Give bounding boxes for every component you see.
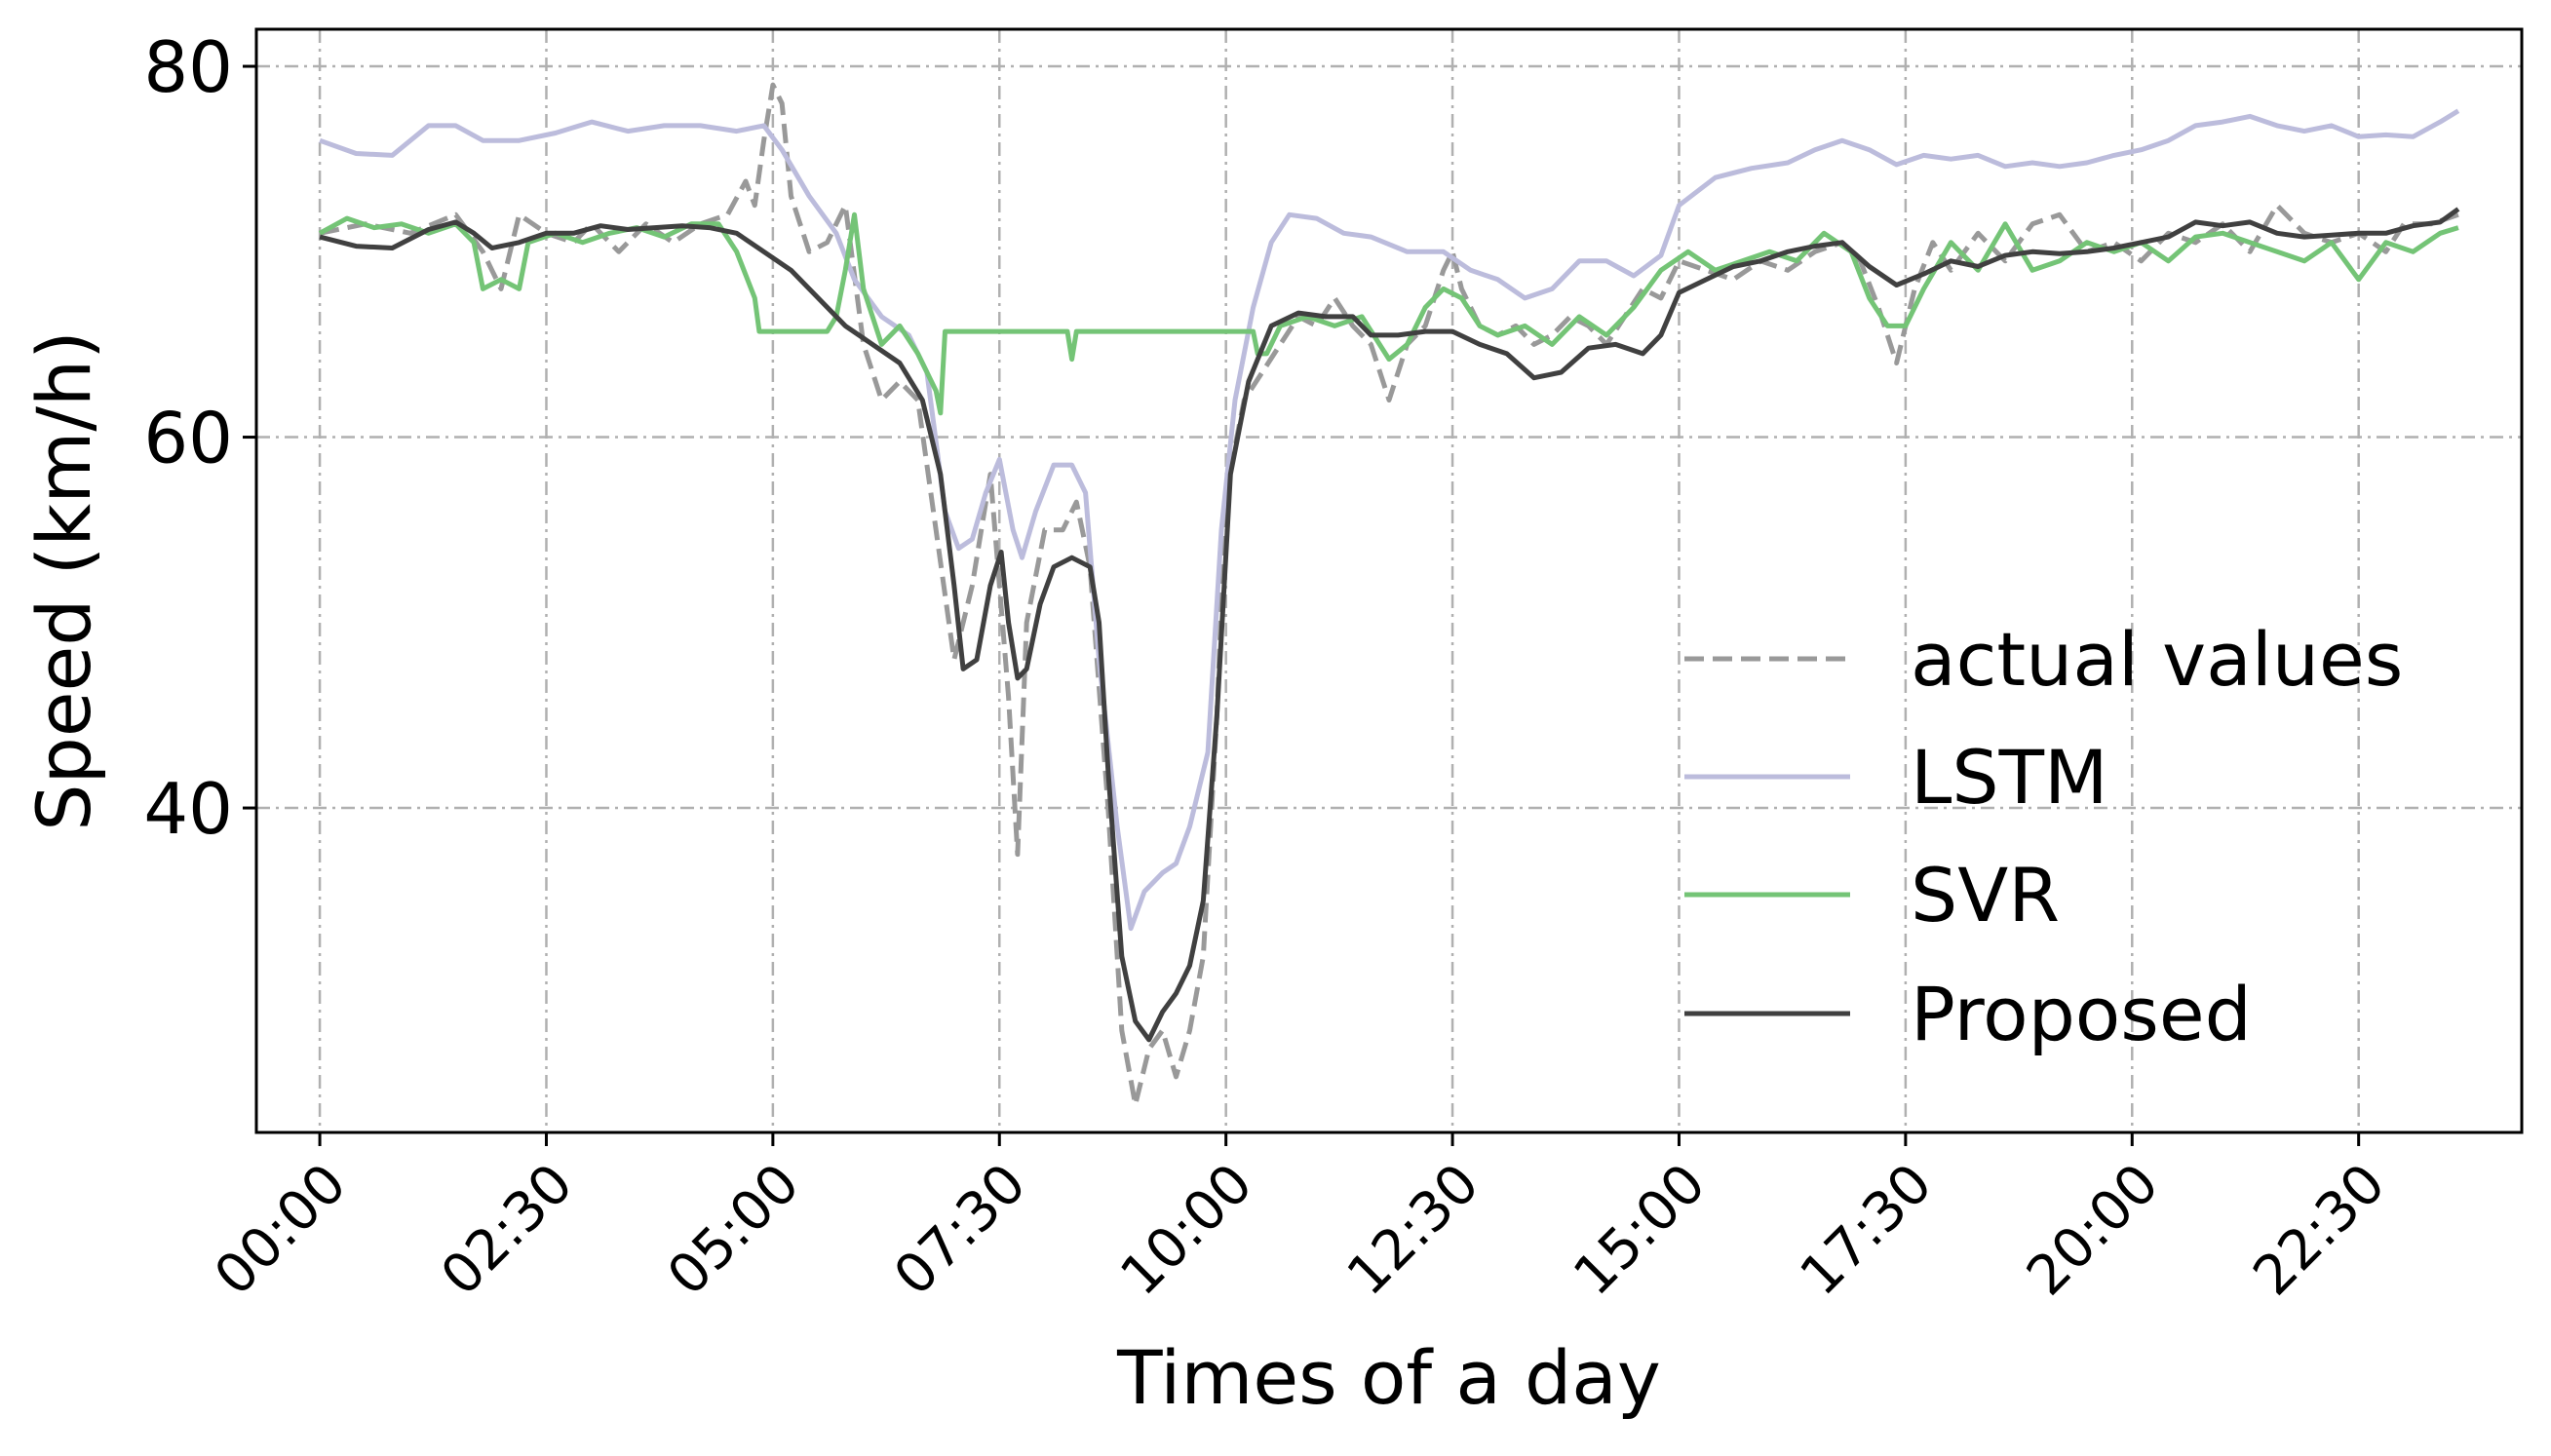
legend: actual values LSTM SVR Proposed [1684, 616, 2403, 1057]
x-tick-label: 02:30 [429, 1152, 585, 1308]
series-line-proposed [319, 207, 2460, 1043]
y-tick-label: 80 [143, 26, 233, 108]
x-tick-label: 15:00 [1562, 1152, 1718, 1308]
plot-frame [254, 27, 2524, 1134]
legend-label: actual values [1911, 616, 2403, 703]
y-axis-title: Speed (km/h) [20, 330, 107, 831]
x-tick-label: 12:30 [1335, 1152, 1491, 1308]
x-tick-label: 10:00 [1108, 1152, 1264, 1308]
y-tick-label: 60 [143, 398, 233, 479]
series-line-actual-values [319, 82, 2459, 1107]
x-tick-label: 07:30 [882, 1152, 1038, 1308]
series-line-lstm [319, 108, 2460, 932]
legend-label: LSTM [1911, 734, 2108, 821]
x-axis-title: Times of a day [1116, 1334, 1661, 1421]
x-tick-label: 20:00 [2015, 1152, 2171, 1308]
legend-label: SVR [1911, 852, 2060, 939]
y-tick-label: 40 [143, 768, 233, 850]
x-tick-label: 17:30 [1789, 1152, 1945, 1308]
series-line-svr [318, 211, 2459, 416]
legend-label: Proposed [1911, 971, 2252, 1057]
grid-layer [256, 29, 2522, 1132]
x-tick-label: 05:00 [656, 1152, 812, 1308]
series-layer [318, 82, 2460, 1107]
x-tick-label: 00:00 [203, 1152, 359, 1308]
x-tick-label: 22:30 [2241, 1152, 2397, 1308]
